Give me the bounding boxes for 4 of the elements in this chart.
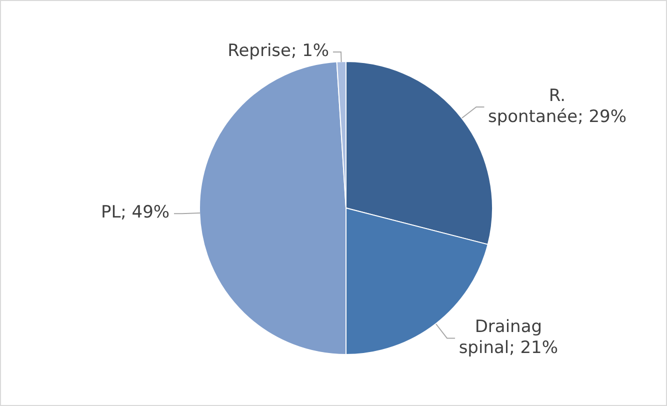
slice-label: R. spontanée; 29% [488, 86, 626, 128]
slice-label: Drainag spinal; 21% [458, 316, 558, 358]
slice-label: PL; 49% [100, 202, 170, 223]
slice-label: Reprise; 1% [228, 41, 330, 61]
